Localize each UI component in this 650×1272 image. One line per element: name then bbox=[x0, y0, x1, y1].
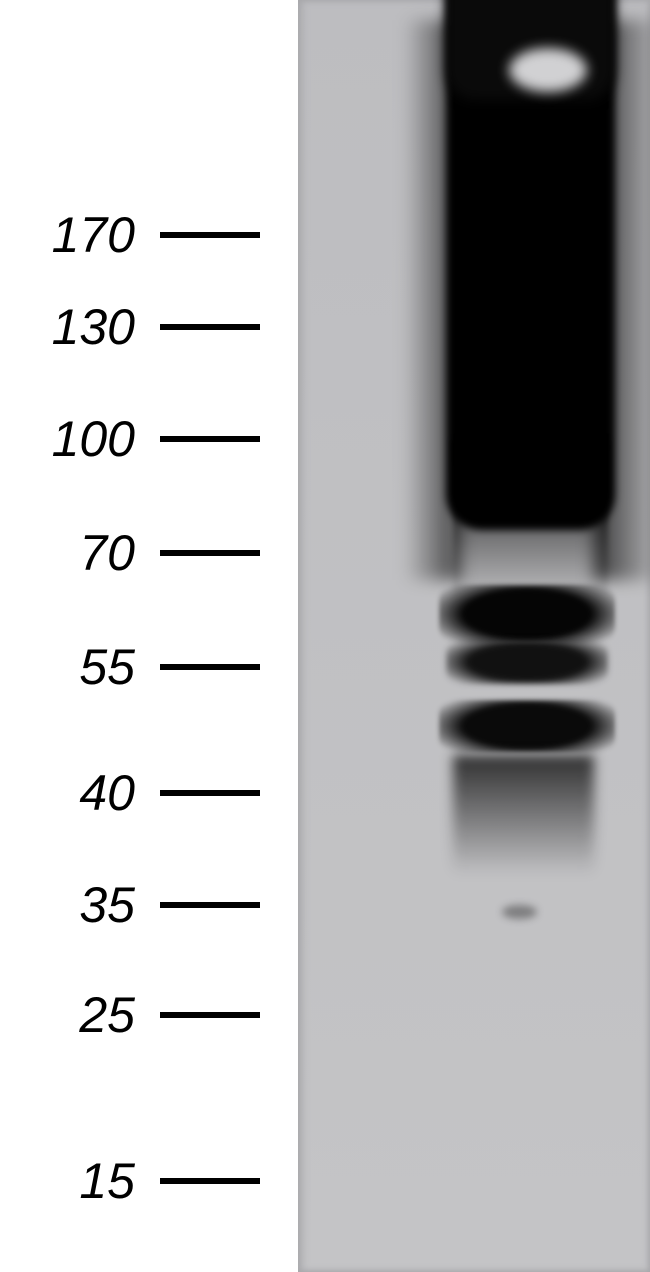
mw-tick-100 bbox=[160, 436, 260, 442]
mw-tick-40 bbox=[160, 790, 260, 796]
signal-band-640 bbox=[446, 640, 608, 684]
mw-tick-55 bbox=[160, 664, 260, 670]
mw-label-25: 25 bbox=[79, 990, 135, 1040]
mw-label-100: 100 bbox=[52, 414, 135, 464]
mw-label-130: 130 bbox=[52, 302, 135, 352]
mw-label-170: 170 bbox=[52, 210, 135, 260]
mw-tick-15 bbox=[160, 1178, 260, 1184]
signal-band-700 bbox=[439, 700, 615, 752]
signal-white-spot bbox=[509, 48, 586, 92]
mw-tick-170 bbox=[160, 232, 260, 238]
western-blot-figure: 170 130 100 70 55 40 35 25 15 bbox=[0, 0, 650, 1272]
mw-tick-35 bbox=[160, 902, 260, 908]
signal-smear-770 bbox=[453, 755, 594, 875]
signal-taper bbox=[453, 440, 608, 600]
mw-label-40: 40 bbox=[79, 768, 135, 818]
signal-band-590 bbox=[439, 585, 615, 643]
blot-membrane bbox=[298, 0, 650, 1272]
mw-label-15: 15 bbox=[79, 1156, 135, 1206]
mw-tick-130 bbox=[160, 324, 260, 330]
mw-label-55: 55 bbox=[79, 642, 135, 692]
signal-speck-910 bbox=[502, 905, 537, 919]
mw-label-70: 70 bbox=[79, 528, 135, 578]
mw-tick-25 bbox=[160, 1012, 260, 1018]
mw-label-35: 35 bbox=[79, 880, 135, 930]
mw-tick-70 bbox=[160, 550, 260, 556]
